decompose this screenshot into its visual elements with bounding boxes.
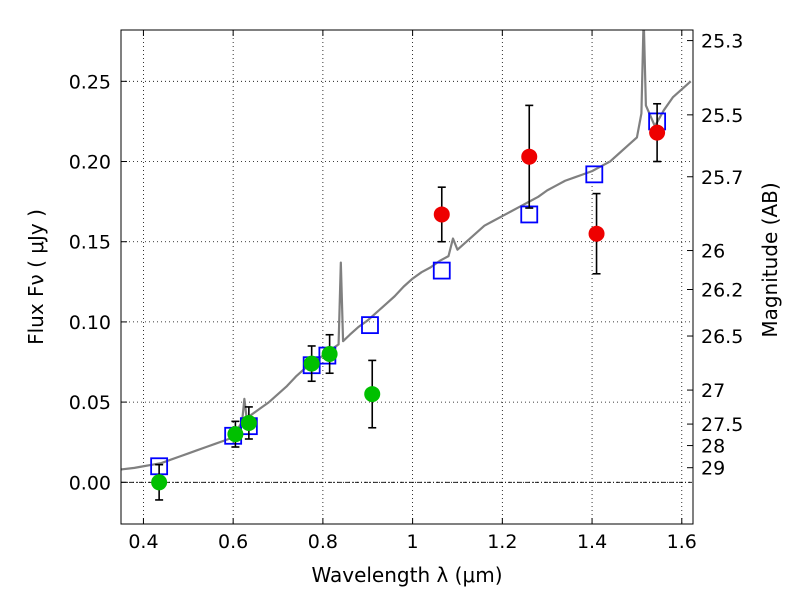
x-axis-label: Wavelength λ (μm) <box>311 563 502 587</box>
y-tick-label: 0.00 <box>69 472 111 494</box>
y-tick-label: 0.05 <box>69 392 111 414</box>
y2-tick-label: 26 <box>701 241 725 263</box>
y2-tick-label: 25.5 <box>701 105 743 127</box>
observed-point <box>240 414 257 431</box>
observed-point <box>321 345 338 362</box>
y2-tick-label: 27 <box>701 380 725 402</box>
y2-tick-label: 28 <box>701 436 725 458</box>
y2-axis-label: Magnitude (AB) <box>758 182 782 337</box>
model-square-point <box>361 316 379 335</box>
y2-tick-label: 25.3 <box>701 31 743 53</box>
x-tick-label: 1.4 <box>577 531 607 553</box>
observed-point <box>303 355 320 372</box>
x-tick-label: 0.6 <box>218 531 248 553</box>
y2-tick-label: 25.7 <box>701 167 743 189</box>
observed-point <box>364 386 381 403</box>
model-square-point <box>585 165 604 184</box>
plot-area <box>121 30 692 501</box>
observed-point <box>521 148 538 165</box>
observed-point <box>649 124 666 141</box>
x-tick-label: 1 <box>407 531 419 553</box>
observed-point <box>588 225 605 242</box>
y2-tick-label: 29 <box>701 458 725 480</box>
y-axis-label: Flux Fν ( μJy ) <box>24 209 48 345</box>
y-tick-label: 0.10 <box>69 312 111 334</box>
observed-point <box>433 206 450 223</box>
ticks: 0.4 0.6 0.8 1 1.2 1.4 1.6 0.00 0.05 0.10 0.15 0.20 0… <box>69 30 743 553</box>
x-tick-label: 1.2 <box>487 531 517 553</box>
y2-tick-label: 27.5 <box>701 414 743 436</box>
x-tick-label: 0.4 <box>128 531 158 553</box>
y-tick-label: 0.20 <box>69 152 111 174</box>
observed-point <box>151 474 168 491</box>
y2-tick-label: 26.5 <box>701 326 743 348</box>
observed-point <box>227 426 244 443</box>
model-square-point <box>432 261 451 280</box>
y2-tick-label: 26.2 <box>701 280 743 302</box>
y-tick-label: 0.15 <box>69 232 111 254</box>
x-tick-label: 0.8 <box>308 531 338 553</box>
y-tick-label: 0.25 <box>69 71 111 93</box>
grid <box>121 30 693 524</box>
x-tick-label: 1.6 <box>667 531 697 553</box>
plot-frame <box>120 29 694 525</box>
